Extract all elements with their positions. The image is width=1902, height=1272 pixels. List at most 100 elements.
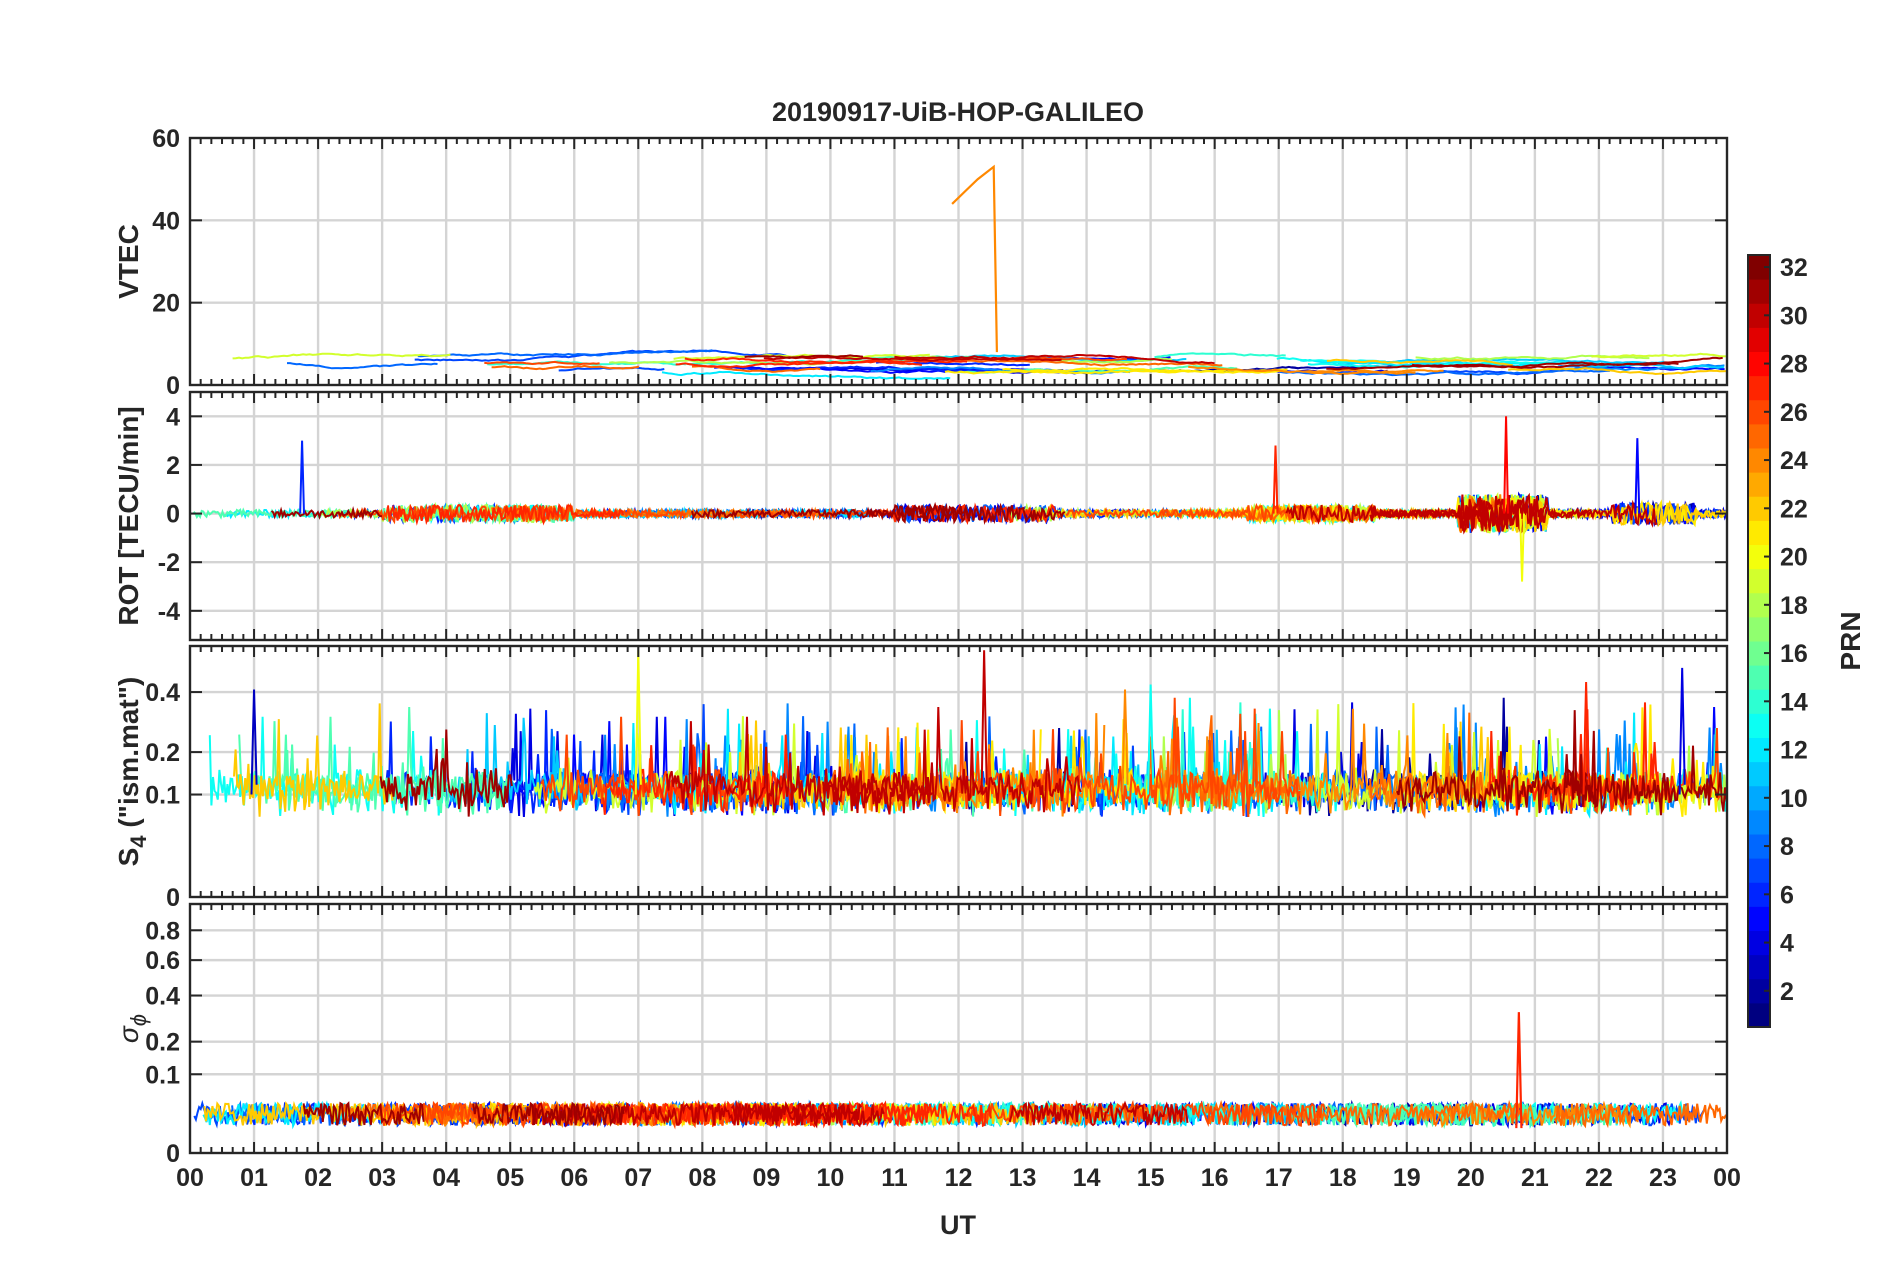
y-tick-label: 0.4 — [145, 983, 180, 1011]
colorbar-segment — [1748, 641, 1770, 666]
series-prn-27 — [684, 357, 923, 366]
colorbar-tick-label: 14 — [1780, 688, 1808, 716]
x-tick-label: 01 — [240, 1164, 268, 1192]
series-prn-31 — [1396, 710, 1598, 814]
colorbar-segment — [1748, 279, 1770, 304]
y-axis-label: VTEC — [113, 224, 144, 299]
rot-peak — [1634, 438, 1641, 514]
colorbar-tick-label: 26 — [1780, 399, 1808, 427]
x-tick-label: 12 — [945, 1164, 973, 1192]
colorbar-segment — [1748, 399, 1770, 425]
series-prn-19 — [1591, 352, 1726, 359]
series-prn-8 — [287, 362, 438, 370]
panel-s4: 0 0.1 0.2 0.4S4 ("ism.mat") — [113, 644, 1729, 912]
y-tick-label: 0.2 — [145, 1029, 180, 1057]
colorbar-segment — [1748, 689, 1770, 714]
x-tick-label: 04 — [432, 1164, 460, 1192]
colorbar-tick-label: 30 — [1780, 302, 1808, 330]
x-tick-label: 15 — [1137, 1164, 1165, 1192]
colorbar-segment — [1748, 327, 1770, 352]
grid — [190, 138, 1727, 385]
rot-peak — [1272, 445, 1279, 514]
y-tick-label: -2 — [158, 549, 180, 577]
x-tick-label: 21 — [1521, 1164, 1549, 1192]
y-tick-label: 0.6 — [145, 947, 180, 975]
series-group — [193, 1012, 1727, 1130]
colorbar-label: PRN — [1835, 611, 1866, 670]
series-prn-5 — [1583, 365, 1725, 371]
x-tick-label: 02 — [304, 1164, 332, 1192]
rot-peak — [1503, 416, 1509, 514]
series-prn-31 — [1565, 730, 1727, 816]
x-tick-label: 13 — [1009, 1164, 1037, 1192]
colorbar-segment — [1748, 520, 1770, 545]
colorbar-segment — [1748, 375, 1770, 401]
x-axis-label: UT — [940, 1210, 976, 1240]
colorbar-tick-label: 12 — [1780, 737, 1808, 765]
panel-rot: -4 -2 0 2 4 ROT [TECU/min] — [113, 390, 1729, 642]
series-prn-19 — [673, 353, 930, 360]
y-tick-label: 0 — [166, 372, 180, 400]
series-prn-22 — [233, 703, 394, 817]
colorbar-segment — [1748, 785, 1770, 811]
s4-peak — [1678, 667, 1686, 795]
sigma-phi-peak — [1515, 1012, 1523, 1129]
colorbar-segment — [1748, 930, 1770, 956]
colorbar-segment — [1748, 954, 1770, 980]
y-ticks: 0 0.1 0.2 0.4 — [145, 679, 1727, 912]
x-tick-label: 22 — [1585, 1164, 1613, 1192]
x-tick-label: 14 — [1073, 1164, 1101, 1192]
y-axis-label: σϕ — [113, 1014, 151, 1043]
colorbar-segment — [1748, 858, 1770, 883]
colorbar-tick-label: 2 — [1780, 978, 1794, 1006]
colorbar-segment — [1748, 616, 1770, 642]
series-prn-26 — [952, 697, 1301, 817]
y-tick-label: 40 — [152, 207, 180, 235]
series-prn-30 — [1285, 497, 1594, 535]
x-tick-label: 00 — [1713, 1164, 1741, 1192]
colorbar-segment — [1748, 568, 1770, 594]
series-prn-25 — [491, 364, 640, 371]
y-tick-label: -4 — [158, 598, 180, 626]
y-tick-label: 0.1 — [145, 782, 180, 810]
y-axis-label: ROT [TECU/min] — [113, 406, 144, 625]
colorbar-tick-label: 16 — [1780, 640, 1808, 668]
colorbar-segment — [1748, 761, 1770, 787]
series-prn-27 — [602, 734, 795, 815]
series-prn-30 — [894, 354, 1215, 365]
x-tick-label: 19 — [1393, 1164, 1421, 1192]
y-tick-label: 20 — [152, 290, 180, 318]
y-tick-label: 0.2 — [145, 739, 180, 767]
series-prn-26 — [337, 503, 687, 525]
colorbar-segment — [1748, 472, 1770, 497]
y-ticks: 0 20 40 60 — [152, 125, 1727, 400]
series-prn-27 — [387, 503, 625, 526]
colorbar-segment — [1748, 303, 1770, 328]
colorbar-segment — [1748, 255, 1770, 280]
y-tick-label: 0 — [166, 1140, 180, 1168]
x-tick-label: 08 — [688, 1164, 716, 1192]
series-prn-14 — [1154, 352, 1286, 359]
series-prn-8 — [417, 349, 713, 358]
colorbar-segment — [1748, 351, 1770, 377]
colorbar-frame — [1747, 254, 1771, 1028]
series-prn-21 — [1002, 367, 1285, 375]
s4-peak — [1147, 684, 1155, 795]
series-prn-7 — [414, 349, 787, 362]
colorbar-segment — [1748, 448, 1770, 473]
colorbar-tick-label: 28 — [1780, 351, 1808, 379]
series-prn-31 — [270, 506, 383, 521]
series-prn-31 — [379, 729, 513, 817]
series-prn-31 — [1411, 356, 1723, 369]
y-tick-label: 4 — [166, 403, 180, 431]
series-group — [232, 164, 1726, 380]
y-tick-label: 0 — [166, 884, 180, 912]
x-tick-label: 20 — [1457, 1164, 1485, 1192]
x-tick-label: 18 — [1329, 1164, 1357, 1192]
colorbar-tick-label: 10 — [1780, 785, 1808, 813]
series-prn-31 — [744, 354, 864, 360]
x-tick-label: 17 — [1265, 1164, 1293, 1192]
series-prn-22 — [1326, 358, 1513, 367]
